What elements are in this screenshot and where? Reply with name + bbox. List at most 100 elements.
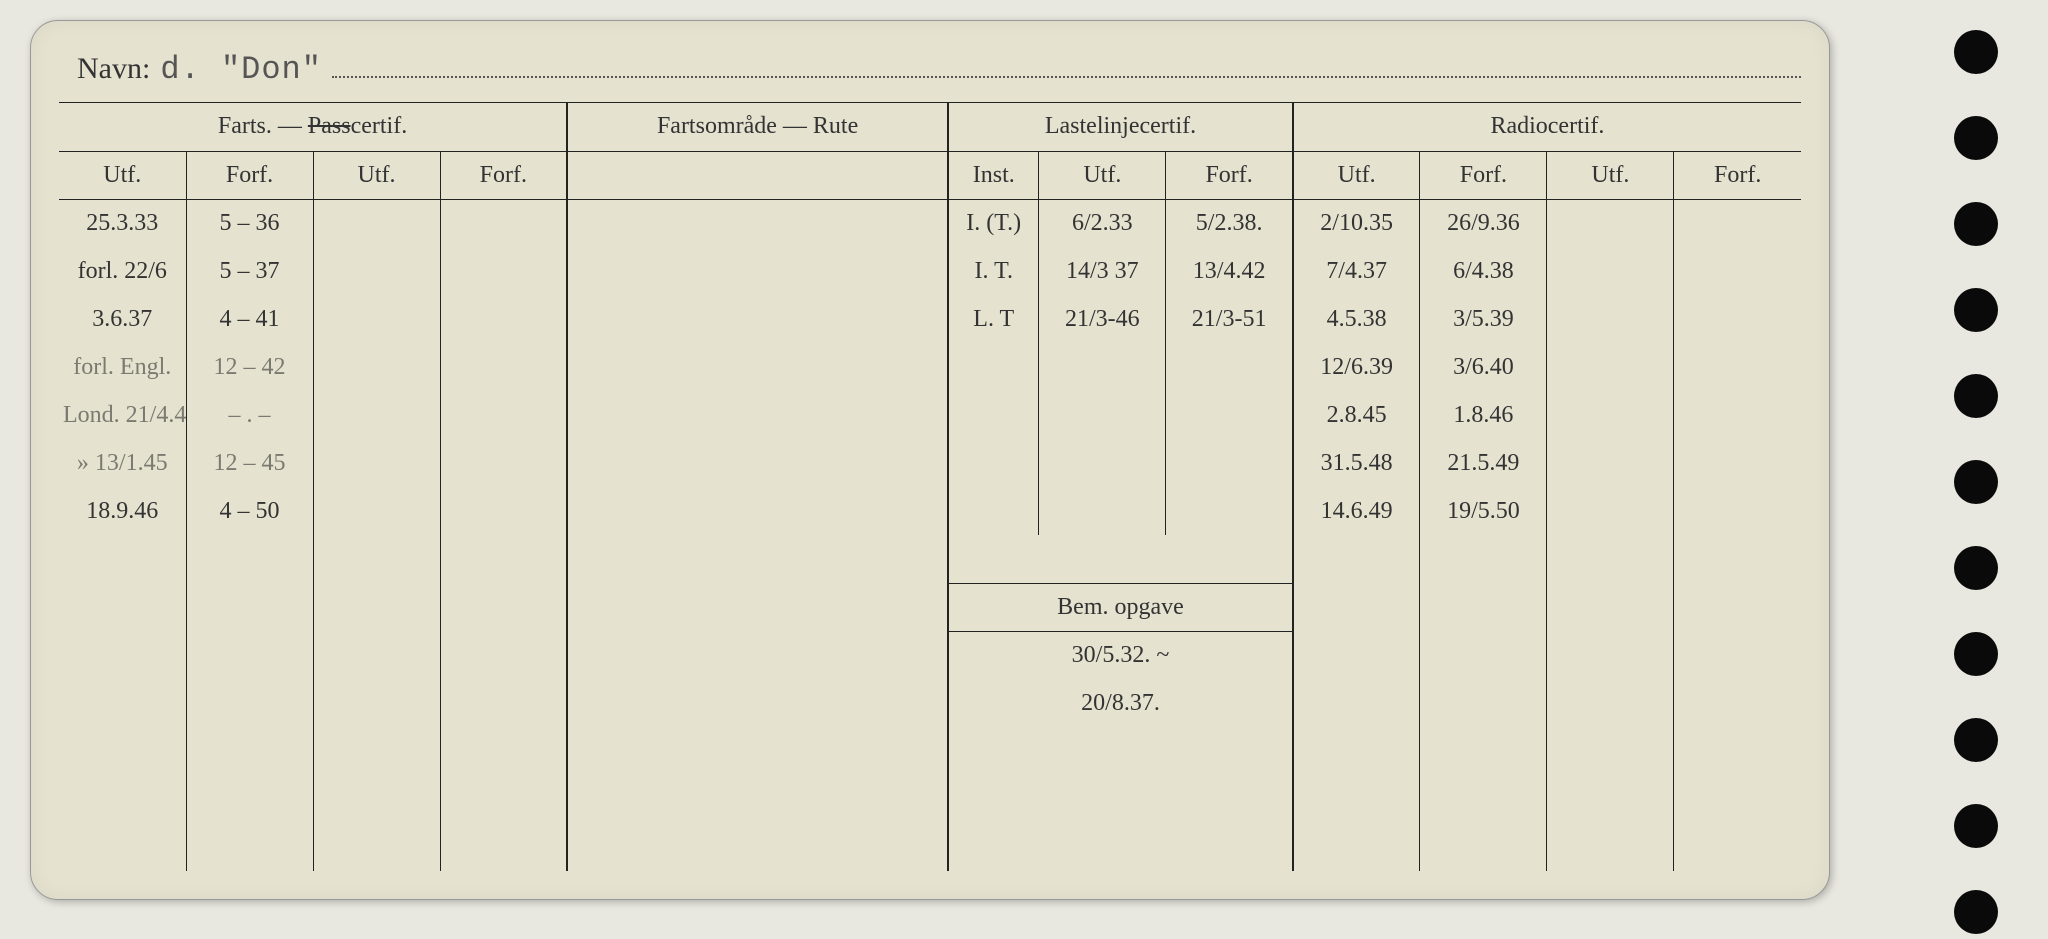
- radio-utf: 2/10.35: [1293, 199, 1420, 247]
- laste-inst: I. (T.): [948, 199, 1039, 247]
- col-forf: Forf.: [1420, 151, 1547, 199]
- farts-forf2: [440, 343, 567, 391]
- punch-holes: [1954, 30, 1998, 934]
- col-forf: Forf.: [186, 151, 313, 199]
- col-utf: Utf.: [1547, 151, 1674, 199]
- col-utf: Utf.: [1039, 151, 1166, 199]
- radio-utf2: [1547, 247, 1674, 295]
- laste-utf: [1039, 391, 1166, 439]
- farts-forf: 4 – 50: [186, 487, 313, 535]
- table-row: 3.6.374 – 41 L. T21/3-4621/3-514.5.383/5.…: [59, 295, 1801, 343]
- farts-forf2: [440, 247, 567, 295]
- laste-utf: 6/2.33: [1039, 199, 1166, 247]
- radio-forf: 21.5.49: [1420, 439, 1547, 487]
- farts-forf: 12 – 42: [186, 343, 313, 391]
- rute-cell: [567, 439, 948, 487]
- navn-value: d. "Don": [160, 51, 322, 88]
- laste-forf: [1166, 439, 1293, 487]
- punch-hole: [1954, 632, 1998, 676]
- farts-forf: 5 – 37: [186, 247, 313, 295]
- radio-utf: 14.6.49: [1293, 487, 1420, 535]
- radio-group-header: Radiocertif.: [1293, 103, 1801, 151]
- bem-value: 30/5.32. ~: [948, 631, 1293, 679]
- punch-hole: [1954, 374, 1998, 418]
- farts-utf2: [313, 199, 440, 247]
- col-rute-blank: [567, 151, 948, 199]
- laste-forf: 5/2.38.: [1166, 199, 1293, 247]
- radio-forf2: [1674, 295, 1801, 343]
- laste-forf: [1166, 343, 1293, 391]
- farts-forf: 4 – 41: [186, 295, 313, 343]
- farts-forf2: [440, 199, 567, 247]
- farts-forf: 12 – 45: [186, 439, 313, 487]
- bem-header-row: Bem. opgave: [59, 583, 1801, 631]
- laste-forf: [1166, 391, 1293, 439]
- empty-row: [59, 775, 1801, 823]
- punch-hole: [1954, 288, 1998, 332]
- table-row: Lond. 21/4.42– . – 2.8.451.8.46: [59, 391, 1801, 439]
- radio-forf: 3/5.39: [1420, 295, 1547, 343]
- empty-row: [59, 727, 1801, 775]
- laste-utf: [1039, 487, 1166, 535]
- laste-inst: [948, 487, 1039, 535]
- radio-utf2: [1547, 487, 1674, 535]
- punch-hole: [1954, 116, 1998, 160]
- laste-forf: 21/3-51: [1166, 295, 1293, 343]
- col-utf: Utf.: [1293, 151, 1420, 199]
- radio-forf2: [1674, 439, 1801, 487]
- laste-utf: 14/3 37: [1039, 247, 1166, 295]
- radio-utf: 4.5.38: [1293, 295, 1420, 343]
- radio-forf: 26/9.36: [1420, 199, 1547, 247]
- radio-utf2: [1547, 199, 1674, 247]
- laste-inst: L. T: [948, 295, 1039, 343]
- farts-forf2: [440, 391, 567, 439]
- farts-utf2: [313, 343, 440, 391]
- empty-row: [59, 823, 1801, 871]
- laste-utf: 21/3-46: [1039, 295, 1166, 343]
- farts-utf: 18.9.46: [59, 487, 186, 535]
- radio-forf2: [1674, 391, 1801, 439]
- laste-forf: [1166, 487, 1293, 535]
- punch-hole: [1954, 30, 1998, 74]
- farts-utf: 3.6.37: [59, 295, 186, 343]
- radio-utf: 2.8.45: [1293, 391, 1420, 439]
- radio-forf2: [1674, 247, 1801, 295]
- farts-utf: 25.3.33: [59, 199, 186, 247]
- radio-utf: 31.5.48: [1293, 439, 1420, 487]
- farts-utf2: [313, 439, 440, 487]
- bem-row: 30/5.32. ~: [59, 631, 1801, 679]
- laste-inst: [948, 343, 1039, 391]
- bem-rows: 30/5.32. ~20/8.37.: [59, 631, 1801, 727]
- rute-cell: [567, 199, 948, 247]
- punch-hole: [1954, 718, 1998, 762]
- radio-forf: 6/4.38: [1420, 247, 1547, 295]
- rute-cell: [567, 295, 948, 343]
- bem-value: 20/8.37.: [948, 679, 1293, 727]
- farts-utf2: [313, 247, 440, 295]
- farts-forf2: [440, 295, 567, 343]
- table-row: 25.3.335 – 36I. (T.)6/2.335/2.38.2/10.35…: [59, 199, 1801, 247]
- rute-cell: [567, 343, 948, 391]
- radio-utf: 12/6.39: [1293, 343, 1420, 391]
- radio-forf: 19/5.50: [1420, 487, 1547, 535]
- radio-utf2: [1547, 295, 1674, 343]
- radio-forf: 3/6.40: [1420, 343, 1547, 391]
- farts-utf: Lond. 21/4.42: [59, 391, 186, 439]
- farts-utf: forl. Engl.: [59, 343, 186, 391]
- radio-forf: 1.8.46: [1420, 391, 1547, 439]
- punch-hole: [1954, 546, 1998, 590]
- col-utf: Utf.: [59, 151, 186, 199]
- punch-hole: [1954, 460, 1998, 504]
- laste-utf: [1039, 439, 1166, 487]
- laste-forf: 13/4.42: [1166, 247, 1293, 295]
- farts-group-header: Farts. — Passcertif.: [59, 103, 567, 151]
- laste-inst: [948, 391, 1039, 439]
- farts-forf2: [440, 439, 567, 487]
- laste-inst: I. T.: [948, 247, 1039, 295]
- rute-cell: [567, 247, 948, 295]
- farts-forf: – . –: [186, 391, 313, 439]
- punch-hole: [1954, 202, 1998, 246]
- rute-cell: [567, 391, 948, 439]
- farts-utf: » 13/1.45: [59, 439, 186, 487]
- empty-row: [59, 535, 1801, 583]
